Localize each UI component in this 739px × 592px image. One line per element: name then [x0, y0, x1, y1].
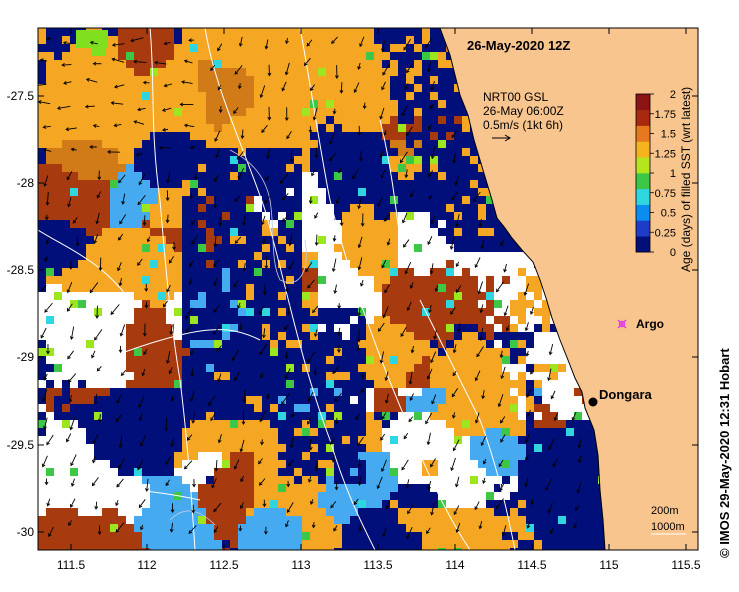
colorbar-tick-label: 0.75: [655, 188, 676, 200]
colorbar-swatch: [636, 220, 650, 237]
y-tick-label: -29.5: [7, 438, 35, 452]
dongara-marker-icon: [588, 397, 598, 407]
x-tick-label: 114.5: [517, 558, 546, 572]
contour-1000m-label: 1000m: [651, 521, 685, 533]
colorbar-tick-label: 0: [670, 247, 676, 259]
dongara-label: Dongara: [599, 387, 653, 402]
x-tick-label: 113: [291, 558, 310, 572]
colorbar-tick-label: 0.5: [661, 208, 676, 220]
contour-200m-label: 200m: [651, 505, 679, 517]
colorbar-tick-label: 1: [670, 168, 676, 180]
colorbar-tick-label: 2: [670, 89, 676, 101]
sst-pixel-field: [38, 28, 606, 550]
y-tick-label: -28.5: [7, 263, 35, 277]
x-tick-label: 115: [599, 558, 618, 572]
argo-label: Argo: [636, 317, 664, 331]
x-tick-label: 112.5: [209, 558, 238, 572]
colorbar-tick-label: 1.75: [655, 109, 676, 121]
colorbar-swatch: [636, 188, 650, 205]
x-tick-label: 112: [137, 558, 156, 572]
coastline: [439, 28, 606, 550]
colorbar-swatch: [636, 157, 650, 174]
colorbar: 0 0.25 0.5 0.75 1 1.25 1.5 1.75 2 Age (days) of …: [635, 87, 693, 272]
argo-float: Argo: [617, 317, 664, 331]
colorbar-swatch: [636, 125, 650, 142]
colorbar-tick-label: 1.5: [661, 129, 676, 141]
y-tick-label: -27.5: [7, 89, 35, 103]
y-axis: -27.5 -28 -28.5 -29 -29.5 -30: [7, 89, 698, 539]
colorbar-swatch: [636, 173, 650, 190]
colorbar-swatch: [636, 109, 650, 126]
current-info-scale: 0.5m/s (1kt 6h): [483, 118, 563, 132]
current-info-time: 26-May 06:00Z: [483, 104, 564, 118]
colorbar-swatch: [636, 94, 650, 111]
current-info-source: NRT00 GSL: [483, 90, 548, 104]
y-tick-label: -29: [17, 350, 35, 364]
x-tick-label: 115.5: [671, 558, 700, 572]
x-axis: 111.5 112 112.5 113 113.5 114 114.5 115 115.5: [57, 28, 701, 572]
contour-legend: 200m 1000m: [651, 505, 686, 535]
colorbar-tick-label: 0.25: [655, 227, 676, 239]
colorbar-swatch: [636, 204, 650, 221]
colorbar-tick-label: 1.25: [655, 148, 676, 160]
map-plot-area: [38, 28, 698, 550]
x-tick-label: 114: [445, 558, 464, 572]
scale-arrow-icon: [492, 134, 511, 142]
x-tick-label: 111.5: [57, 558, 86, 572]
copyright-label: © IMOS 29-May-2020 12:31 Hobart: [717, 348, 732, 558]
x-tick-label: 113.5: [363, 558, 392, 572]
date-title: 26-May-2020 12Z: [467, 38, 570, 53]
current-vectors: [38, 36, 582, 540]
y-tick-label: -30: [17, 525, 35, 539]
colorbar-swatch: [636, 236, 650, 253]
current-info: NRT00 GSL 26-May 06:00Z 0.5m/s (1kt 6h): [483, 90, 564, 142]
colorbar-swatch: [636, 141, 650, 158]
colorbar-title: Age (days) of filled SST (wrt latest): [679, 87, 693, 272]
y-tick-label: -28: [17, 176, 35, 190]
land-mass: [440, 28, 698, 550]
dongara-place: Dongara: [588, 387, 653, 407]
plot-frame: [37, 27, 699, 551]
argo-marker-icon: [617, 319, 627, 329]
